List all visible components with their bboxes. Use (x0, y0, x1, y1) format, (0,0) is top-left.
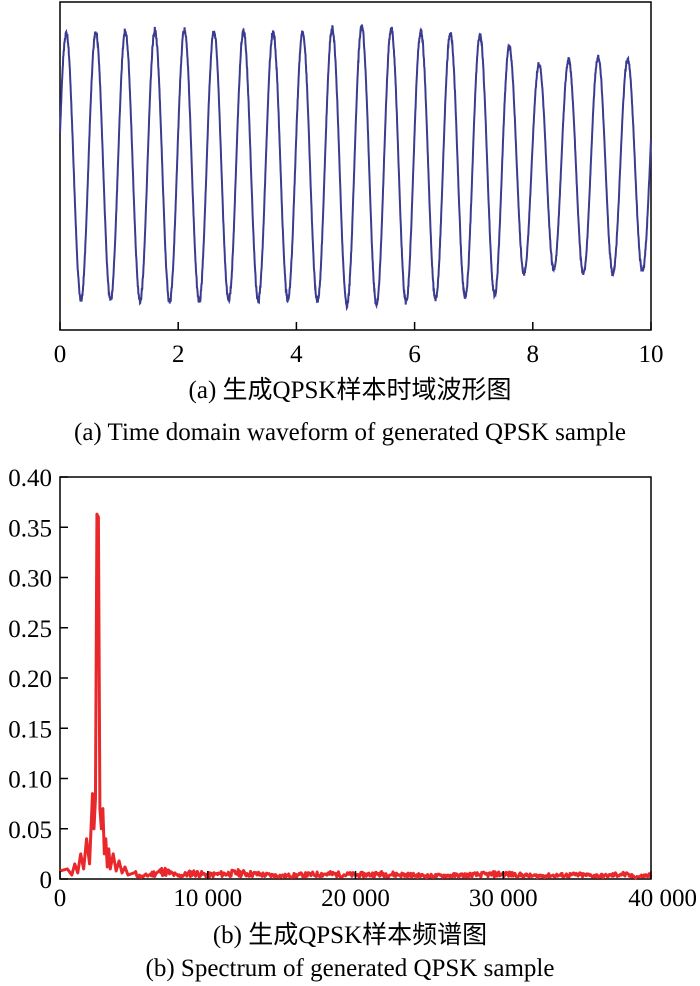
waveform-x-tick-label: 4 (290, 341, 303, 368)
spectrum-caption-en: (b) Spectrum of generated QPSK sample (146, 955, 555, 982)
waveform-x-tick-label: 10 (639, 341, 664, 368)
waveform-caption-cn: (a) 生成QPSK样本时域波形图 (189, 376, 512, 404)
spectrum-y-tick-label: 0.35 (8, 515, 52, 542)
spectrum-caption-cn: (b) 生成QPSK样本频谱图 (213, 921, 487, 949)
waveform-chart: 0 2 4 6 8 10 (a) 生成QPSK样本时域波形图 (a) Time domai… (54, 1, 664, 446)
spectrum-x-tick-label: 30 000 (469, 885, 538, 912)
waveform-series-line (59, 24, 652, 312)
waveform-plot-frame (59, 1, 652, 331)
spectrum-y-tick-label: 0 (40, 867, 53, 894)
spectrum-y-tick-label: 0.40 (8, 465, 52, 492)
waveform-x-ticks: 0 2 4 6 8 10 (54, 322, 664, 368)
waveform-caption-en: (a) Time domain waveform of generated QP… (74, 419, 626, 446)
spectrum-y-tick-label: 0.20 (8, 666, 52, 693)
spectrum-y-tick-label: 0.05 (8, 817, 52, 844)
waveform-x-tick-label: 0 (54, 341, 67, 368)
spectrum-x-ticks: 0 10 000 20 000 30 000 40 000 (54, 871, 697, 912)
spectrum-y-tick-label: 0.15 (8, 716, 52, 743)
spectrum-x-tick-label: 10 000 (173, 885, 242, 912)
spectrum-y-tick-label: 0.10 (8, 767, 52, 794)
spectrum-chart: 0 10 000 20 000 30 000 40 000 00.050.100.150… (8, 465, 697, 982)
spectrum-x-tick-label: 0 (54, 885, 67, 912)
waveform-x-tick-label: 8 (527, 341, 540, 368)
spectrum-series-line (59, 512, 653, 880)
spectrum-y-tick-label: 0.30 (8, 566, 52, 593)
spectrum-y-tick-label: 0.25 (8, 616, 52, 643)
spectrum-x-tick-label: 40 000 (628, 885, 697, 912)
waveform-x-tick-label: 6 (408, 341, 421, 368)
spectrum-plot-frame (59, 476, 652, 880)
spectrum-x-tick-label: 20 000 (321, 885, 390, 912)
spectrum-y-ticks: 0 0.05 0.10 0.15 0.20 0.25 0.30 0.35 0.40 (8, 465, 68, 894)
waveform-x-tick-label: 2 (172, 341, 185, 368)
